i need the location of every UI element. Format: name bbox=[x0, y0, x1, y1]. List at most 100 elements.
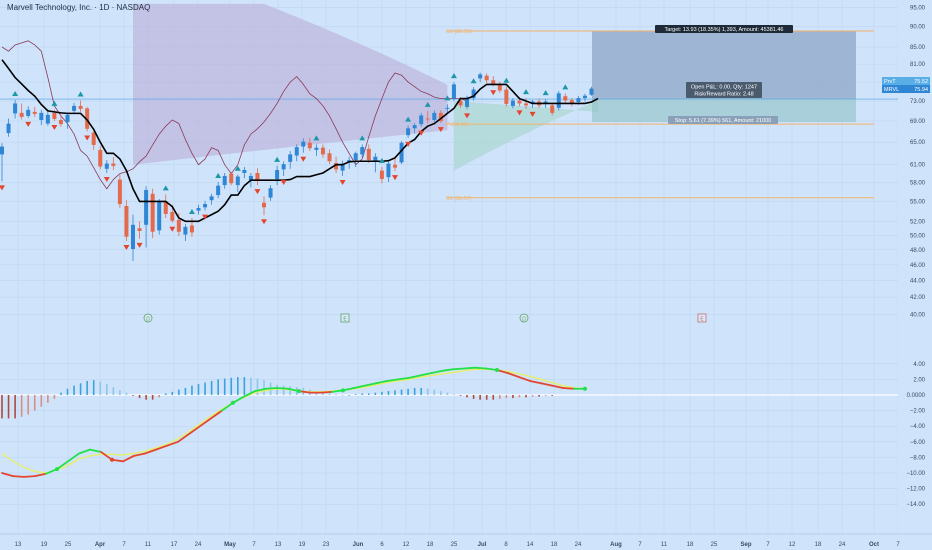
event-marker-label: E bbox=[700, 317, 704, 323]
macd-histogram-bar bbox=[7, 395, 10, 419]
macd-histogram-bar bbox=[79, 383, 82, 395]
macd-line-segment bbox=[441, 368, 454, 372]
macd-line-segment bbox=[254, 387, 267, 393]
sell-signal-marker bbox=[392, 175, 398, 181]
candle-body bbox=[576, 98, 581, 102]
buy-signal-marker bbox=[188, 208, 195, 214]
sell-signal-marker bbox=[300, 156, 307, 162]
candle-body bbox=[386, 163, 391, 178]
macd-histogram-bar bbox=[453, 394, 455, 395]
buy-signal-marker bbox=[562, 84, 569, 90]
macd-line-segment bbox=[1, 472, 14, 478]
time-axis-tick: 6 bbox=[380, 542, 384, 548]
pivot-label: S1 (88.93) bbox=[446, 29, 472, 35]
macd-histogram-bar bbox=[60, 392, 62, 395]
macd-histogram-bar bbox=[27, 395, 29, 415]
candle-body bbox=[72, 105, 77, 111]
time-axis-tick: Oct bbox=[869, 542, 879, 548]
event-marker-label: D bbox=[146, 317, 150, 323]
ichimoku-cloud-bullish bbox=[453, 100, 599, 171]
time-axis-tick: 24 bbox=[839, 542, 846, 548]
buy-signal-marker bbox=[503, 77, 510, 83]
candle-body bbox=[52, 112, 57, 119]
time-axis-panel bbox=[0, 534, 932, 550]
price-axis-tick: 55.00 bbox=[910, 199, 926, 205]
sell-signal-marker bbox=[529, 111, 536, 117]
time-axis-tick: 25 bbox=[711, 542, 718, 548]
macd-line-segment bbox=[430, 369, 443, 375]
macd-cross-dot bbox=[231, 400, 235, 405]
time-axis-tick: 12 bbox=[789, 542, 796, 548]
macd-axis-tick: −10.00 bbox=[906, 471, 925, 477]
sell-signal-marker bbox=[437, 127, 444, 133]
macd-histogram-bar bbox=[479, 395, 481, 400]
macd-axis-tick: −14.00 bbox=[906, 502, 925, 508]
macd-line-segment bbox=[265, 387, 278, 390]
time-axis-tick: 19 bbox=[41, 542, 48, 548]
macd-axis-tick: 4.00 bbox=[913, 362, 925, 368]
candle-body bbox=[78, 105, 83, 109]
pnl-box bbox=[686, 82, 762, 98]
macd-line-segment bbox=[320, 390, 333, 394]
price-axis-tick: 48.00 bbox=[910, 248, 926, 254]
macd-line-segment bbox=[353, 384, 366, 389]
buy-signal-marker bbox=[405, 116, 412, 122]
candle-body bbox=[327, 153, 332, 162]
candle-body bbox=[248, 175, 253, 181]
buy-signal-marker bbox=[542, 90, 549, 96]
macd-line-segment bbox=[210, 409, 223, 420]
buy-signal-marker bbox=[450, 73, 457, 79]
candle-body bbox=[504, 89, 509, 104]
candle-body bbox=[412, 125, 417, 129]
stop-label: Stop: 5.61 (7.39%) 561, Amount: 21000 bbox=[675, 118, 772, 124]
candle-body bbox=[91, 132, 96, 145]
macd-histogram-bar bbox=[551, 395, 553, 396]
macd-histogram-bar bbox=[400, 389, 403, 395]
macd-histogram-bar bbox=[210, 380, 213, 395]
candle-body bbox=[530, 101, 535, 103]
macd-histogram-bar bbox=[512, 395, 514, 399]
time-axis-tick: 13 bbox=[275, 542, 282, 548]
time-axis-tick: 18 bbox=[815, 542, 822, 548]
macd-axis-tick: −2.00 bbox=[910, 409, 926, 415]
time-axis-tick: 7 bbox=[252, 542, 256, 548]
macd-cross-dot bbox=[55, 467, 59, 472]
candle-body bbox=[255, 172, 260, 180]
candle-body bbox=[131, 224, 135, 250]
macd-line-segment bbox=[375, 380, 388, 385]
macd-histogram-bar bbox=[158, 395, 160, 398]
sell-signal-marker bbox=[254, 189, 261, 195]
candle-body bbox=[209, 196, 214, 201]
macd-histogram-bar bbox=[204, 382, 206, 395]
macd-histogram-bar bbox=[256, 378, 259, 395]
buy-signal-marker bbox=[274, 156, 281, 162]
price-badge-box bbox=[882, 85, 930, 93]
price-axis-tick: 58.00 bbox=[910, 181, 926, 187]
macd-line-segment bbox=[551, 384, 564, 389]
macd-line-segment bbox=[34, 472, 47, 478]
candle-body bbox=[491, 80, 496, 84]
pivot-label: P (68.40) bbox=[446, 122, 469, 128]
macd-histogram-bar bbox=[348, 395, 350, 396]
candle-body bbox=[216, 185, 221, 196]
time-axis-tick: Jun bbox=[353, 542, 364, 548]
sell-signal-marker bbox=[202, 214, 209, 220]
sell-signal-marker bbox=[464, 113, 471, 119]
sell-signal-marker bbox=[169, 226, 176, 232]
macd-histogram-bar bbox=[433, 389, 436, 395]
macd-line-segment bbox=[518, 376, 531, 382]
macd-line-segment bbox=[100, 451, 113, 461]
macd-histogram-bar bbox=[92, 380, 95, 395]
macd-histogram-bar bbox=[485, 395, 488, 400]
macd-histogram-bar bbox=[492, 395, 495, 400]
candle-body bbox=[45, 114, 50, 124]
macd-line-segment bbox=[177, 433, 190, 443]
macd-histogram-bar bbox=[132, 395, 134, 396]
macd-histogram-bar bbox=[459, 395, 462, 396]
time-axis-tick: 8 bbox=[504, 542, 508, 548]
macd-histogram-bar bbox=[440, 391, 442, 395]
macd-histogram-bar bbox=[145, 395, 147, 400]
candle-body bbox=[484, 75, 489, 81]
macd-histogram-bar bbox=[282, 385, 285, 395]
